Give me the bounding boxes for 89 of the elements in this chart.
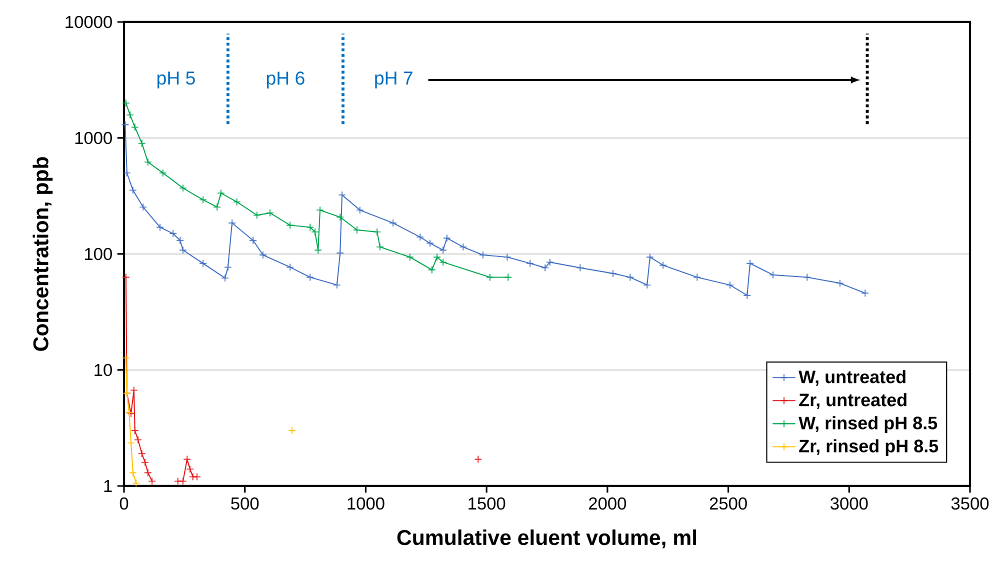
x-tick-label: 0 [120, 497, 128, 510]
point [373, 228, 382, 236]
point [626, 273, 634, 282]
point [693, 273, 702, 282]
legend-label: W, untreated [798, 370, 906, 386]
point [746, 259, 754, 268]
x-tick-label: 500 [231, 497, 259, 510]
point [179, 184, 187, 192]
point [266, 208, 274, 217]
y-tick-label: 1000 [75, 132, 112, 144]
point [643, 281, 652, 289]
point [129, 186, 137, 194]
annotation: pH 6 [266, 72, 304, 88]
point [288, 426, 296, 435]
point [286, 263, 294, 272]
point [199, 259, 207, 268]
point [504, 273, 512, 282]
point [228, 219, 236, 227]
annotation: pH 5 [157, 72, 195, 88]
point [503, 253, 512, 262]
legend-label: Zr, rinsed pH 8.5 [799, 439, 938, 456]
x-tick-label: 1500 [468, 497, 506, 510]
point [199, 196, 207, 204]
point [169, 230, 178, 238]
annotation: pH 7 [375, 72, 412, 88]
point [726, 281, 734, 289]
point [232, 198, 241, 206]
point [743, 291, 752, 300]
point [459, 243, 468, 251]
point [861, 289, 870, 298]
point [428, 266, 436, 274]
y-tick-label: 1 [104, 480, 112, 492]
point [576, 264, 584, 272]
point [176, 236, 184, 244]
point [126, 111, 134, 119]
point [286, 221, 294, 230]
x-axis-title: Cumulative eluent volume, ml [397, 529, 696, 548]
point [474, 455, 482, 464]
point [389, 219, 397, 227]
point [803, 273, 812, 282]
point [122, 99, 130, 108]
point [836, 279, 844, 288]
point [224, 263, 232, 272]
x-tick-label: 2500 [710, 497, 747, 510]
y-tick-label: 100 [85, 248, 112, 260]
legend-label: Zr, untreated [799, 393, 906, 409]
point [139, 203, 148, 211]
point [156, 223, 164, 232]
point [122, 168, 131, 177]
point [336, 213, 344, 222]
legend-label: W, rinsed pH 8.5 [798, 416, 938, 433]
y-tick-label: 10 [94, 364, 112, 376]
x-tick-label: 3500 [951, 497, 989, 510]
point [646, 253, 654, 262]
point [314, 246, 322, 254]
point [249, 236, 258, 244]
point [259, 251, 267, 259]
x-tick-label: 1000 [348, 497, 384, 510]
y-tick-label: 10000 [66, 16, 112, 28]
point [253, 211, 261, 220]
point [439, 246, 448, 254]
point [541, 264, 550, 272]
point [306, 273, 314, 282]
point [179, 246, 187, 254]
point [546, 258, 554, 266]
point [486, 273, 494, 282]
point [353, 226, 361, 234]
point [416, 233, 424, 241]
point [138, 139, 146, 148]
x-tick-label: 2000 [589, 497, 626, 510]
point [376, 243, 384, 251]
point [433, 253, 441, 262]
point [217, 189, 225, 198]
point [158, 168, 167, 177]
point [130, 123, 139, 132]
point [439, 258, 448, 266]
point [213, 203, 222, 211]
y-axis-title: Concentration, ppb [32, 157, 53, 351]
point [426, 239, 434, 248]
point [659, 261, 667, 270]
point [443, 234, 451, 242]
point [221, 274, 229, 282]
point [406, 253, 414, 262]
point [336, 249, 344, 257]
point [121, 120, 130, 129]
point [144, 158, 152, 166]
point [356, 206, 364, 214]
x-tick-label: 3000 [830, 497, 868, 510]
point [526, 259, 534, 268]
